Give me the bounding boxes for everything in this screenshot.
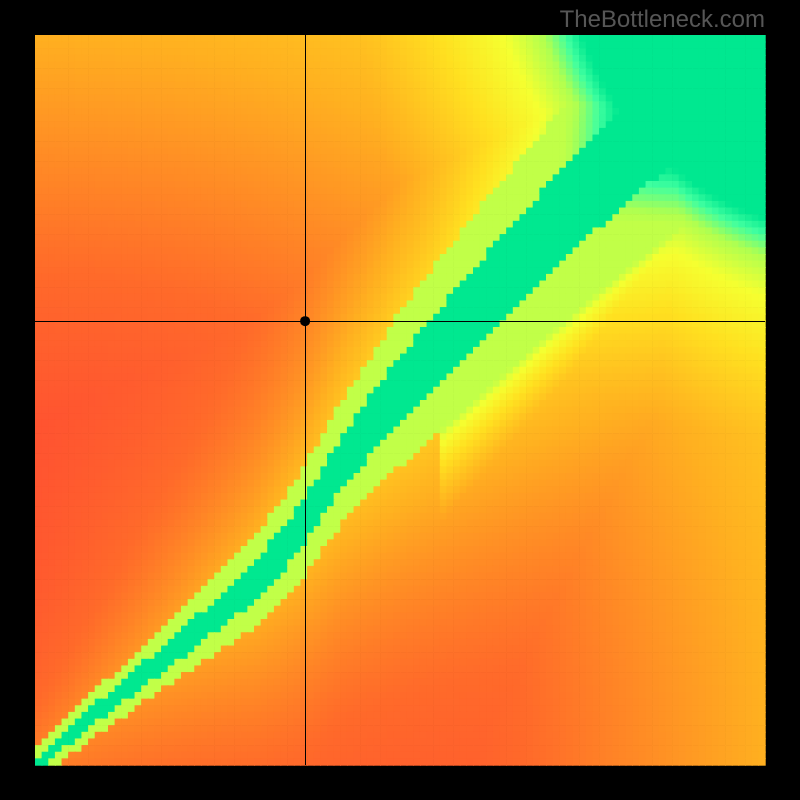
watermark-text: TheBottleneck.com bbox=[560, 6, 765, 34]
chart-container: TheBottleneck.com bbox=[0, 0, 800, 800]
bottleneck-heatmap bbox=[0, 0, 800, 800]
